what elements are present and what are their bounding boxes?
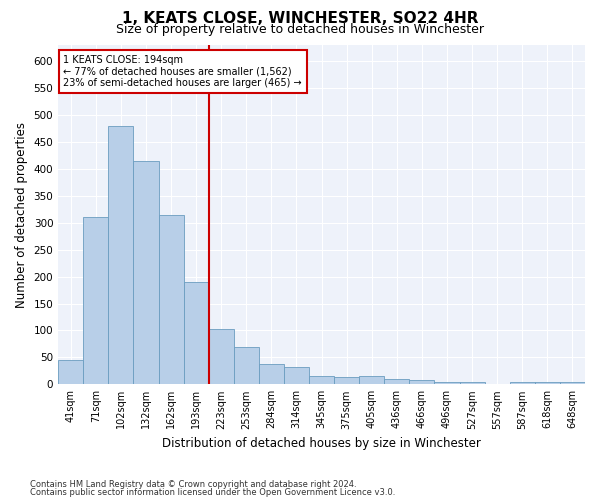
Bar bbox=[385, 379, 409, 384]
Bar bbox=[234, 346, 259, 385]
Text: Size of property relative to detached houses in Winchester: Size of property relative to detached ho… bbox=[116, 22, 484, 36]
Y-axis label: Number of detached properties: Number of detached properties bbox=[15, 122, 28, 308]
Bar bbox=[158, 214, 184, 384]
Bar bbox=[359, 376, 385, 384]
Bar bbox=[460, 382, 485, 384]
Bar bbox=[209, 329, 234, 384]
Bar bbox=[510, 382, 535, 384]
Bar bbox=[109, 126, 133, 384]
Bar bbox=[309, 376, 334, 384]
X-axis label: Distribution of detached houses by size in Winchester: Distribution of detached houses by size … bbox=[162, 437, 481, 450]
Bar bbox=[83, 218, 109, 384]
Text: 1, KEATS CLOSE, WINCHESTER, SO22 4HR: 1, KEATS CLOSE, WINCHESTER, SO22 4HR bbox=[122, 11, 478, 26]
Bar bbox=[284, 367, 309, 384]
Bar bbox=[560, 382, 585, 384]
Bar bbox=[535, 382, 560, 384]
Text: 1 KEATS CLOSE: 194sqm
← 77% of detached houses are smaller (1,562)
23% of semi-d: 1 KEATS CLOSE: 194sqm ← 77% of detached … bbox=[64, 55, 302, 88]
Bar bbox=[409, 380, 434, 384]
Bar bbox=[334, 378, 359, 384]
Bar bbox=[434, 382, 460, 384]
Bar bbox=[133, 161, 158, 384]
Text: Contains HM Land Registry data © Crown copyright and database right 2024.: Contains HM Land Registry data © Crown c… bbox=[30, 480, 356, 489]
Bar bbox=[58, 360, 83, 384]
Bar bbox=[184, 282, 209, 384]
Text: Contains public sector information licensed under the Open Government Licence v3: Contains public sector information licen… bbox=[30, 488, 395, 497]
Bar bbox=[259, 364, 284, 384]
